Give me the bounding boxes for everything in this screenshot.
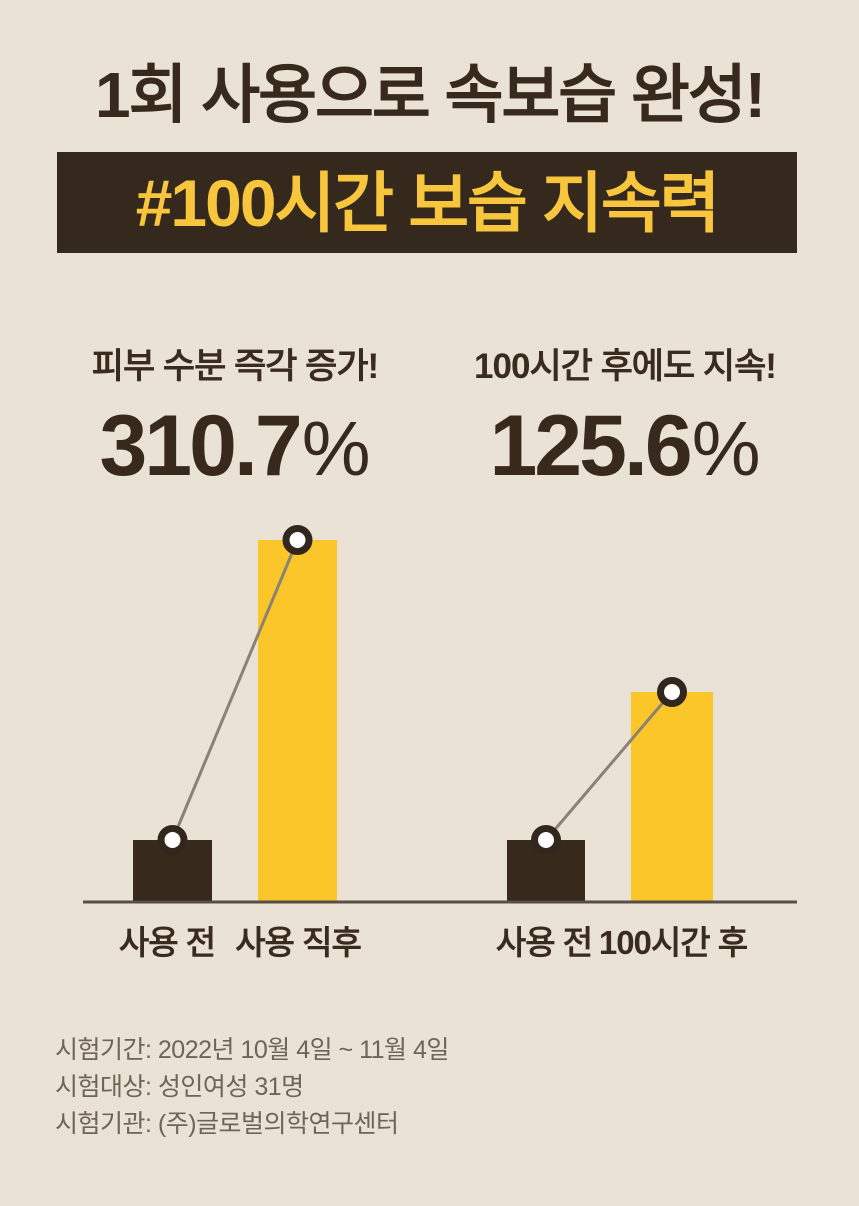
stat-immediate-value: 310.7% bbox=[55, 403, 415, 489]
percent-sign: % bbox=[691, 406, 761, 492]
chart1-category-after: 사용 직후 bbox=[235, 924, 362, 961]
stat-100h-value: 125.6% bbox=[445, 403, 805, 489]
chart1-point-after bbox=[282, 525, 313, 555]
chart1-connector-line bbox=[171, 539, 299, 841]
page-title: 1회 사용으로 속보습 완성! bbox=[94, 59, 766, 131]
stat-100h-label: 100시간 후에도 지속! bbox=[474, 347, 777, 386]
chart1-category-before: 사용 전 bbox=[118, 924, 216, 961]
chart2-category-after: 100시간 후 bbox=[598, 924, 748, 961]
chart2-point-before bbox=[531, 825, 561, 855]
stat-immediate-increase: 피부 수분 즉각 증가! 310.7% bbox=[55, 338, 415, 489]
stat-100h-retention: 100시간 후에도 지속! 125.6% bbox=[445, 338, 805, 489]
test-info-footnotes: 시험기간: 2022년 10월 4일 ~ 11월 4일 시험대상: 성인여성 3… bbox=[55, 1032, 449, 1143]
footnote-institution: 시험기관: (주)글로벌의학연구센터 bbox=[55, 1110, 399, 1138]
footnote-period: 시험기간: 2022년 10월 4일 ~ 11월 4일 bbox=[55, 1036, 449, 1064]
hashtag-banner: #100시간 보습 지속력 bbox=[57, 152, 797, 253]
percent-sign: % bbox=[301, 406, 371, 492]
stat-100h-number: 125.6 bbox=[489, 398, 692, 494]
stat-immediate-label: 피부 수분 즉각 증가! bbox=[91, 347, 379, 386]
chart2-category-before: 사용 전 bbox=[495, 924, 593, 961]
chart1-bar-before bbox=[133, 840, 212, 902]
footnote-subjects: 시험대상: 성인여성 31명 bbox=[55, 1073, 304, 1101]
hashtag-banner-text: #100시간 보습 지속력 bbox=[135, 165, 721, 240]
chart1-point-before bbox=[157, 825, 188, 855]
stat-immediate-number: 310.7 bbox=[99, 398, 302, 494]
chart2-point-after bbox=[657, 677, 687, 707]
chart2-connector-line bbox=[544, 691, 674, 841]
chart2-bar-before bbox=[507, 840, 585, 902]
chart2-bar-after bbox=[631, 692, 713, 902]
chart1-bar-after bbox=[258, 540, 337, 902]
